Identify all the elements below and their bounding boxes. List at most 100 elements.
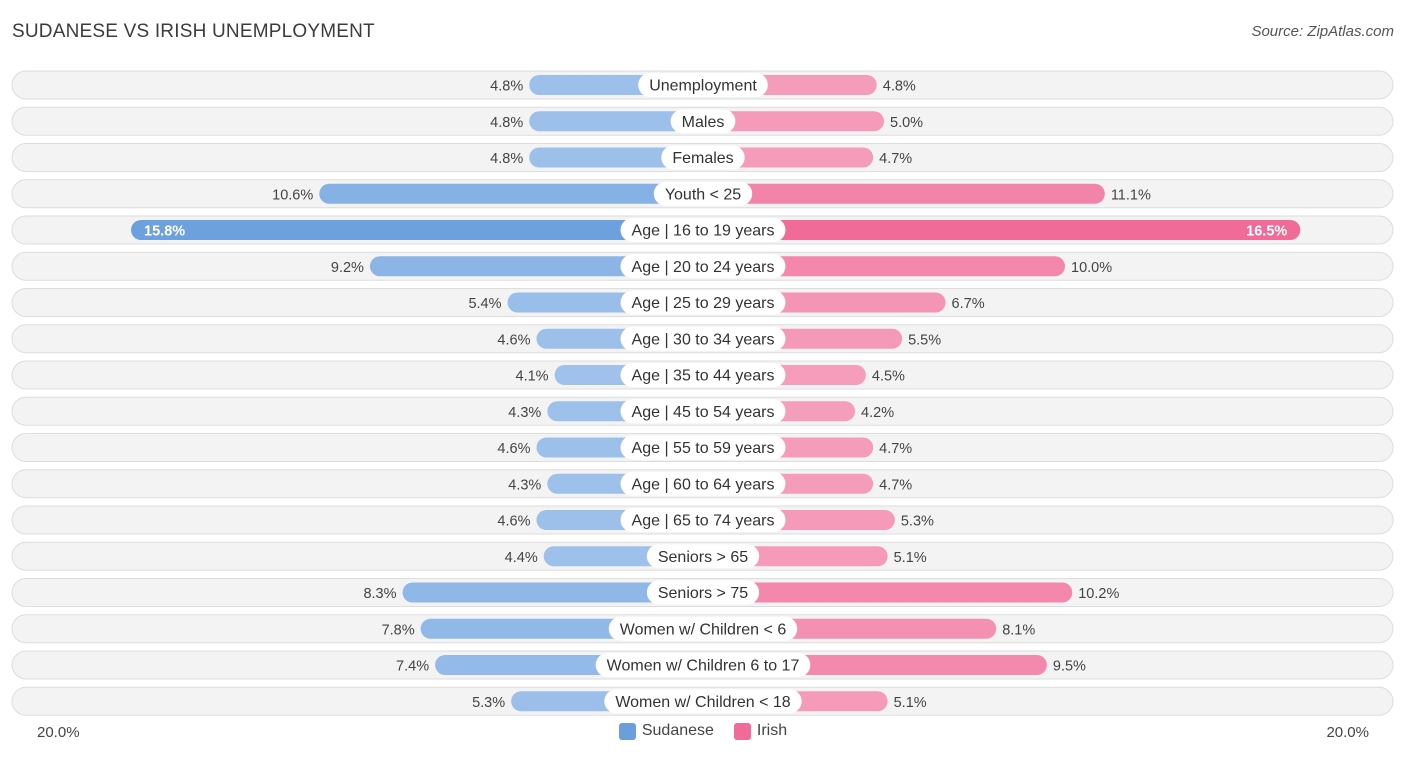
chart-title: SUDANESE VS IRISH UNEMPLOYMENT (12, 21, 375, 42)
value-label-sudanese: 4.4% (505, 550, 538, 566)
row-age-65-to-74-years: 4.6% 5.3% Age | 65 to 74 years (11, 505, 1394, 535)
bar-sudanese (131, 220, 714, 240)
category-pill (670, 109, 736, 134)
row-women-w-children-6: 7.8% 8.1% Women w/ Children < 6 (11, 614, 1394, 644)
value-label-sudanese: 7.4% (396, 659, 429, 675)
value-label-sudanese: 8.3% (363, 586, 396, 602)
value-label-sudanese: 4.3% (508, 477, 541, 493)
row-age-25-to-29-years: 5.4% 6.7% Age | 25 to 29 years (11, 288, 1394, 317)
row-age-35-to-44-years: 4.1% 4.5% Age | 35 to 44 years (11, 360, 1394, 390)
value-label-sudanese: 5.4% (468, 296, 501, 312)
value-label-irish: 16.5% (1246, 224, 1287, 240)
value-label-irish: 4.2% (861, 405, 894, 421)
row-males: 4.8% 5.0% Males (11, 106, 1394, 136)
legend-item-sudanese[interactable]: Sudanese (618, 722, 714, 740)
value-label-irish: 8.1% (1002, 622, 1035, 638)
category-pill (653, 181, 753, 206)
category-label: Males (682, 114, 725, 131)
category-pill (620, 471, 786, 496)
axis-right-label: 20.0% (1326, 724, 1369, 741)
row-seniors-65: 4.4% 5.1% Seniors > 65 (11, 541, 1394, 571)
category-label: Females (672, 150, 733, 167)
category-pill (661, 145, 745, 170)
legend-item-irish[interactable]: Irish (733, 722, 788, 740)
category-pill (620, 254, 786, 279)
category-pill (620, 508, 786, 532)
category-label: Seniors > 65 (658, 549, 748, 566)
value-label-irish: 5.3% (901, 514, 934, 530)
value-label-irish: 5.0% (890, 115, 923, 131)
value-label-irish: 6.7% (952, 296, 985, 312)
category-label: Women w/ Children < 18 (615, 694, 790, 711)
value-label-sudanese: 4.1% (516, 369, 549, 385)
category-pill (620, 290, 786, 315)
legend-label-irish: Irish (756, 722, 788, 739)
category-pill (646, 580, 760, 605)
legend: Sudanese Irish (0, 722, 1406, 740)
category-pill (608, 616, 798, 641)
category-label: Age | 55 to 59 years (632, 440, 775, 457)
value-label-sudanese: 5.3% (472, 695, 505, 711)
bar-irish (693, 256, 1065, 277)
legend-swatch-sudanese (618, 722, 636, 740)
category-label: Women w/ Children < 6 (620, 621, 787, 638)
legend-swatch-irish (733, 722, 751, 740)
row-women-w-children-6-to-17: 7.4% 9.5% Women w/ Children 6 to 17 (11, 650, 1394, 680)
category-pill (620, 326, 786, 351)
value-label-sudanese: 4.8% (490, 79, 523, 95)
value-label-irish: 5.1% (894, 550, 927, 566)
category-label: Age | 60 to 64 years (632, 476, 775, 493)
value-label-sudanese: 4.6% (497, 332, 530, 348)
category-label: Age | 25 to 29 years (632, 295, 775, 312)
value-label-sudanese: 4.8% (490, 115, 523, 131)
category-pill (620, 399, 786, 424)
category-pill (620, 218, 786, 242)
category-pill (638, 73, 768, 97)
category-pill (646, 544, 760, 569)
value-label-sudanese: 4.8% (490, 151, 523, 167)
bar-irish (693, 582, 1073, 603)
category-label: Age | 30 to 34 years (632, 331, 775, 348)
bar-irish (693, 183, 1105, 204)
bar-sudanese (529, 111, 713, 132)
value-label-irish: 11.1% (1111, 187, 1151, 203)
source-note: Source: ZipAtlas.com (1251, 23, 1394, 40)
row-age-55-to-59-years: 4.6% 4.7% Age | 55 to 59 years (11, 433, 1394, 462)
category-pill (620, 363, 786, 387)
value-label-irish: 10.2% (1078, 586, 1119, 602)
category-label: Seniors > 75 (658, 585, 748, 602)
value-label-irish: 4.7% (879, 477, 912, 493)
row-youth-25: 10.6% 11.1% Youth < 25 (11, 179, 1394, 209)
category-label: Age | 65 to 74 years (632, 513, 775, 530)
value-label-irish: 4.7% (879, 151, 912, 167)
value-label-sudanese: 4.6% (497, 514, 530, 530)
bar-irish (693, 111, 884, 132)
value-label-sudanese: 9.2% (331, 260, 364, 276)
category-label: Youth < 25 (665, 186, 741, 203)
value-label-irish: 4.8% (883, 79, 916, 95)
category-label: Age | 20 to 24 years (632, 259, 775, 276)
bar-irish (693, 220, 1301, 240)
value-label-irish: 9.5% (1053, 659, 1086, 675)
category-pill (620, 435, 786, 460)
bar-sudanese (319, 183, 713, 204)
row-women-w-children-18: 5.3% 5.1% Women w/ Children < 18 (11, 686, 1394, 716)
value-label-sudanese: 7.8% (382, 622, 415, 638)
value-label-irish: 5.5% (908, 332, 941, 348)
value-label-irish: 10.0% (1071, 260, 1112, 276)
category-pill (604, 689, 802, 714)
row-seniors-75: 8.3% 10.2% Seniors > 75 (11, 578, 1394, 607)
row-females: 4.8% 4.7% Females (11, 143, 1394, 172)
category-label: Age | 16 to 19 years (632, 223, 775, 240)
category-label: Age | 35 to 44 years (632, 368, 775, 385)
category-pill (595, 653, 811, 677)
value-label-irish: 4.5% (872, 369, 905, 385)
row-age-60-to-64-years: 4.3% 4.7% Age | 60 to 64 years (11, 469, 1394, 499)
value-label-sudanese: 15.8% (144, 224, 185, 240)
row-unemployment: 4.8% 4.8% Unemployment (11, 70, 1394, 100)
bar-sudanese (402, 582, 713, 603)
value-label-sudanese: 4.3% (508, 405, 541, 421)
value-label-sudanese: 10.6% (272, 187, 313, 203)
row-age-20-to-24-years: 9.2% 10.0% Age | 20 to 24 years (11, 251, 1394, 281)
